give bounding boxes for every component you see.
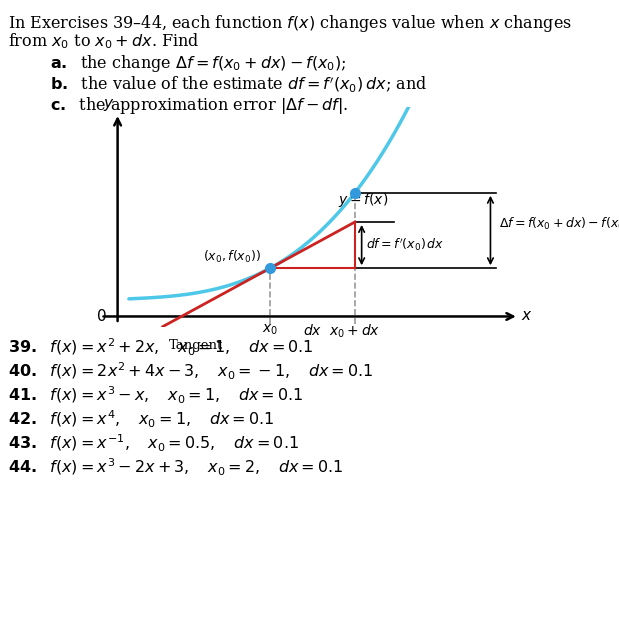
Text: $dx$: $dx$	[303, 323, 322, 338]
Text: $\mathbf{b.}$  the value of the estimate $df = f'(x_0)\,dx$; and: $\mathbf{b.}$ the value of the estimate …	[50, 74, 427, 93]
Text: $\mathbf{42.}$  $f(x) = x^4, \quad x_0 = 1, \quad dx = 0.1$: $\mathbf{42.}$ $f(x) = x^4, \quad x_0 = …	[8, 409, 274, 430]
Text: Tangent: Tangent	[168, 339, 223, 352]
Text: $0$: $0$	[96, 308, 106, 324]
Text: $(x_0, f(x_0))$: $(x_0, f(x_0))$	[203, 249, 261, 265]
Text: $\mathbf{c.}$  the approximation error $|\Delta f - df|$.: $\mathbf{c.}$ the approximation error $|…	[50, 95, 348, 116]
Text: $\Delta f = f(x_0 + dx) - f(x_0)$: $\Delta f = f(x_0 + dx) - f(x_0)$	[500, 216, 619, 233]
Text: $y$: $y$	[103, 97, 115, 113]
Text: $\mathbf{43.}$  $f(x) = x^{-1}, \quad x_0 = 0.5, \quad dx = 0.1$: $\mathbf{43.}$ $f(x) = x^{-1}, \quad x_0…	[8, 433, 299, 454]
Text: $\mathbf{40.}$  $f(x) = 2x^2 + 4x - 3, \quad x_0 = -1, \quad dx = 0.1$: $\mathbf{40.}$ $f(x) = 2x^2 + 4x - 3, \q…	[8, 361, 373, 382]
Text: $\mathbf{44.}$  $f(x) = x^3 - 2x + 3, \quad x_0 = 2, \quad dx = 0.1$: $\mathbf{44.}$ $f(x) = x^3 - 2x + 3, \qu…	[8, 457, 344, 478]
Text: $\mathbf{39.}$  $f(x) = x^2 + 2x, \quad x_0 = 1, \quad dx = 0.1$: $\mathbf{39.}$ $f(x) = x^2 + 2x, \quad x…	[8, 337, 314, 358]
Text: $\mathbf{41.}$  $f(x) = x^3 - x, \quad x_0 = 1, \quad dx = 0.1$: $\mathbf{41.}$ $f(x) = x^3 - x, \quad x_…	[8, 385, 303, 406]
Text: $\mathbf{a.}$  the change $\Delta f = f(x_0 + dx) - f(x_0)$;: $\mathbf{a.}$ the change $\Delta f = f(x…	[50, 53, 347, 74]
Text: from $x_0$ to $x_0 + dx$. Find: from $x_0$ to $x_0 + dx$. Find	[8, 31, 199, 51]
Text: $x$: $x$	[521, 310, 532, 324]
Text: $x_0$: $x_0$	[262, 323, 278, 337]
Text: In Exercises 39–44, each function $f(x)$ changes value when $x$ changes: In Exercises 39–44, each function $f(x)$…	[8, 13, 572, 34]
Text: $df = f'(x_0)\,dx$: $df = f'(x_0)\,dx$	[366, 237, 444, 253]
Text: $y = f(x)$: $y = f(x)$	[338, 191, 388, 209]
Text: $x_0 + dx$: $x_0 + dx$	[329, 323, 381, 340]
